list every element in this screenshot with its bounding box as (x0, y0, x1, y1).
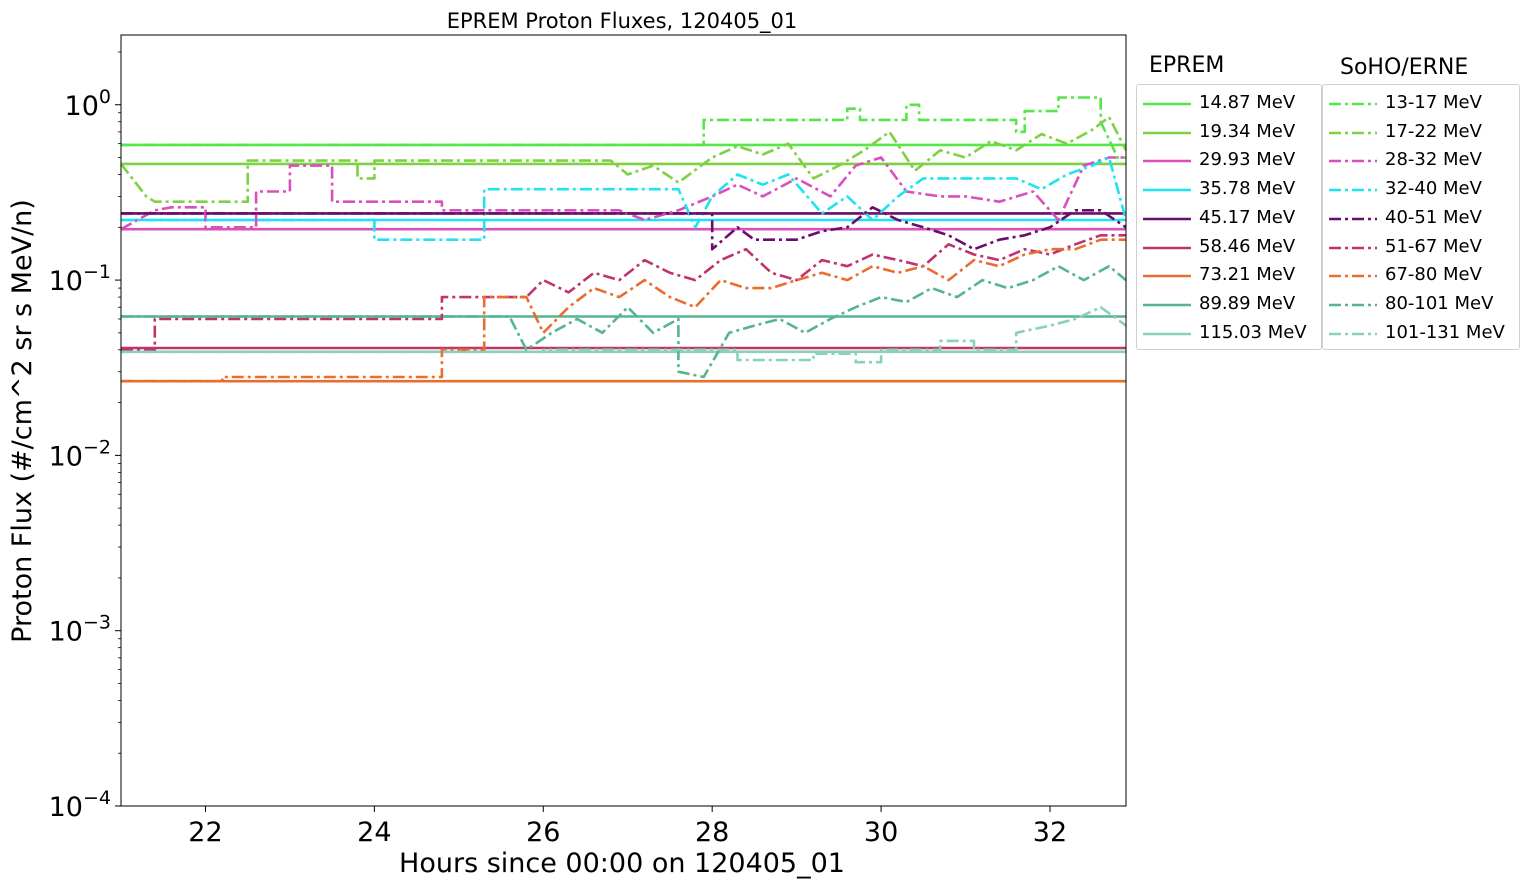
x-tick-label: 30 (864, 817, 898, 848)
legend-swatch (1143, 274, 1191, 278)
y-tick-label: 10−3 (49, 612, 111, 648)
legend-label: 58.46 MeV (1199, 235, 1296, 257)
legend-entry: 89.89 MeV (1137, 290, 1321, 318)
x-tick-label: 32 (1033, 817, 1067, 848)
legend-swatch (1143, 160, 1191, 163)
legend-label: 14.87 MeV (1199, 92, 1296, 113)
legend-label: 13-17 MeV (1385, 92, 1482, 113)
series-line (121, 96, 1126, 159)
legend-entry: 19.34 MeV (1137, 118, 1321, 146)
legend-swatch (1329, 217, 1377, 221)
series-line (121, 206, 1127, 251)
chart-title: EPREM Proton Fluxes, 120405_01 (447, 9, 798, 34)
plot-frame (120, 34, 1127, 807)
legend-soho-erne: 13-17 MeV 17-22 MeV 28-32 MeV 32-40 MeV 40-5… (1322, 84, 1520, 350)
legend-entry: 58.46 MeV (1137, 233, 1321, 261)
legend-swatch (1143, 102, 1191, 106)
y-tick-label: 10−2 (49, 436, 111, 472)
series-line (121, 234, 1126, 352)
y-tick-label: 10−1 (49, 261, 111, 297)
legend-entry: 101-131 MeV (1323, 319, 1519, 347)
legend-entry: 17-22 MeV (1323, 118, 1519, 146)
tick-labels: 22 24 26 28 30 32 100 10−1 10−2 10−3 10−4 (49, 86, 1068, 848)
legend-entry: 67-80 MeV (1323, 261, 1519, 289)
legend-swatch (1329, 188, 1377, 192)
legend-entry: 115.03 MeV (1137, 319, 1321, 347)
legend-swatch (1329, 303, 1377, 307)
legend-label: 29.93 MeV (1199, 149, 1296, 171)
legend-label: 115.03 MeV (1199, 321, 1307, 343)
y-tick-label: 100 (65, 86, 111, 122)
legend-entry: 32-40 MeV (1323, 175, 1519, 203)
legend-swatch (1143, 303, 1191, 307)
legend-swatch (1143, 188, 1191, 192)
legend-swatch (1329, 246, 1377, 249)
legend-entry: 28-32 MeV (1323, 146, 1519, 174)
legend-swatch (1329, 102, 1377, 106)
legend-entry: 40-51 MeV (1323, 204, 1519, 232)
legend-entry: 51-67 MeV (1323, 233, 1519, 261)
legend-label: 67-80 MeV (1385, 264, 1482, 286)
legend-label: 32-40 MeV (1385, 178, 1482, 200)
legend-label: 101-131 MeV (1385, 321, 1505, 343)
legend-swatch (1329, 160, 1377, 163)
series-line (121, 156, 1128, 241)
legend-label: 35.78 MeV (1199, 178, 1296, 200)
legend-swatch (1143, 246, 1191, 249)
legend-eprem: 14.87 MeV 19.34 MeV 29.93 MeV 35.78 MeV 45.1… (1136, 84, 1322, 350)
legend-label: 17-22 MeV (1385, 120, 1482, 142)
series-line (121, 238, 1126, 383)
legend-label: 89.89 MeV (1199, 292, 1296, 314)
legend-entry: 29.93 MeV (1137, 146, 1321, 174)
legend-entry: 35.78 MeV (1137, 175, 1321, 203)
legend-label: 28-32 MeV (1385, 149, 1482, 171)
legend-entry: 73.21 MeV (1137, 261, 1321, 289)
legend-label: 19.34 MeV (1199, 120, 1296, 142)
legend-entry: 13-17 MeV (1323, 89, 1519, 117)
legend-entry: 14.87 MeV (1137, 89, 1321, 117)
series-line (121, 305, 1127, 364)
legend-title-eprem: EPREM (1149, 53, 1225, 78)
legend-entry: 45.17 MeV (1137, 204, 1321, 232)
legend-label: 40-51 MeV (1385, 206, 1482, 228)
legend-swatch (1143, 332, 1191, 335)
legend-label: 80-101 MeV (1385, 292, 1494, 314)
legend-title-soho-erne: SoHO/ERNE (1340, 55, 1469, 80)
x-tick-label: 28 (695, 817, 729, 848)
y-tick-label: 10−4 (49, 787, 111, 823)
legend-entry: 80-101 MeV (1323, 290, 1519, 318)
x-tick-label: 24 (357, 817, 391, 848)
x-axis-label: Hours since 00:00 on 120405_01 (399, 848, 845, 879)
legend-label: 51-67 MeV (1385, 235, 1482, 257)
legend-swatch (1329, 332, 1377, 335)
legend-swatch (1143, 131, 1191, 134)
tick-marks (115, 51, 1051, 812)
series-line (121, 264, 1127, 379)
x-tick-label: 22 (188, 817, 222, 848)
series-line (119, 115, 1128, 203)
legend-label: 45.17 MeV (1199, 206, 1296, 228)
legend-label: 73.21 MeV (1199, 264, 1296, 286)
data-series (119, 96, 1128, 383)
x-tick-label: 26 (526, 817, 560, 848)
series-line (120, 156, 1126, 231)
legend-swatch (1329, 274, 1377, 278)
legend-swatch (1329, 131, 1377, 134)
legend-swatch (1143, 217, 1191, 221)
y-axis-label: Proton Flux (#/cm^2 sr s MeV/n) (7, 199, 38, 643)
